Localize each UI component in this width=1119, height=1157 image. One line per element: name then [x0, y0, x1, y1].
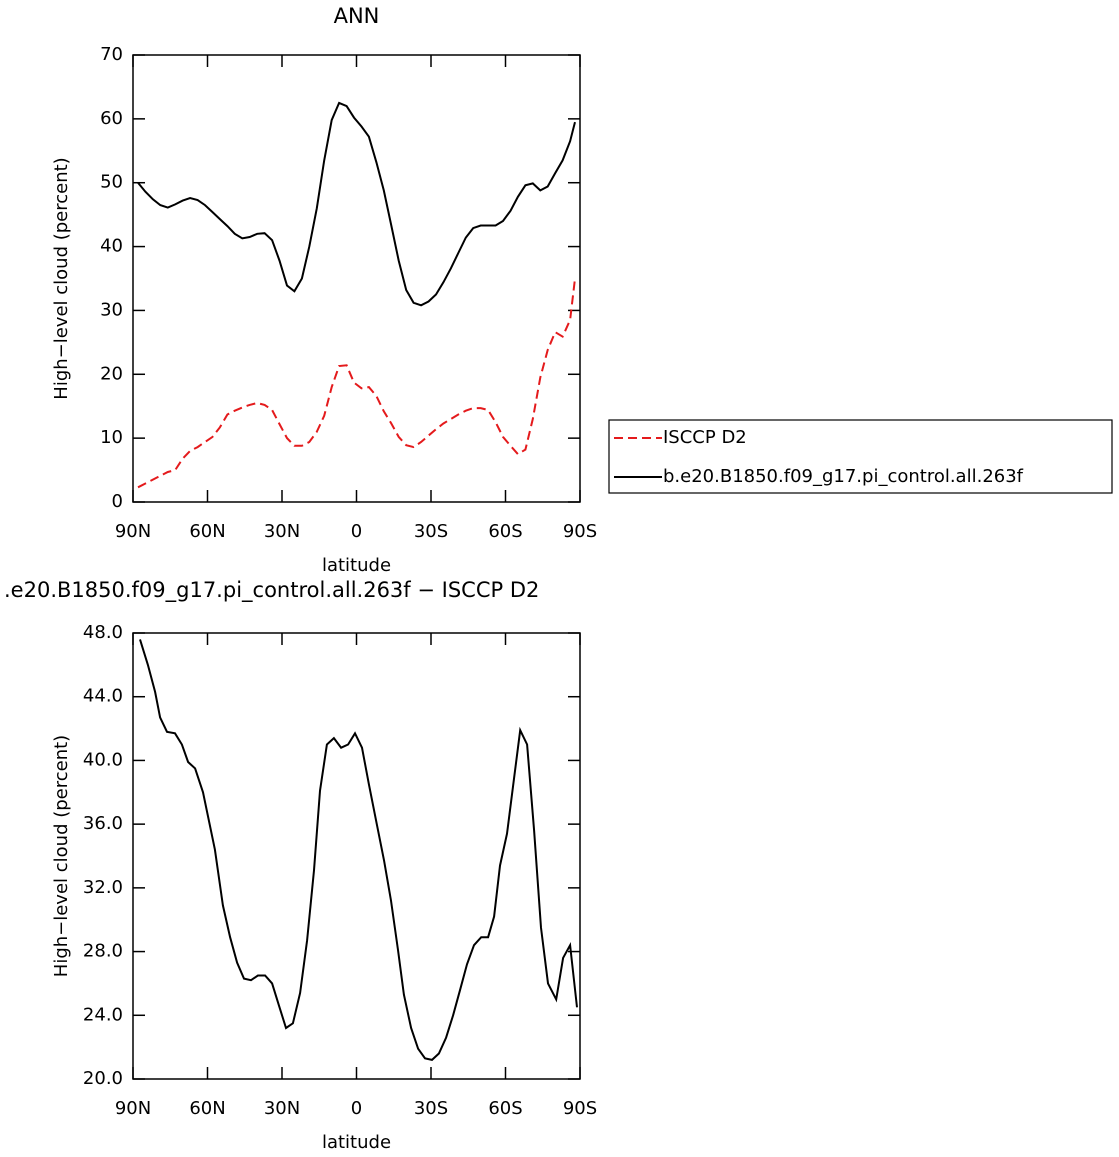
- x-tick-label: 30S: [414, 1098, 448, 1119]
- y-tick-label: 10: [100, 427, 123, 448]
- x-axis-label: latitude: [322, 555, 391, 576]
- x-tick-label: 0: [351, 521, 362, 542]
- chart-title: .e20.B1850.f09_g17.pi_control.all.263f −…: [4, 578, 539, 603]
- x-tick-label: 90N: [115, 521, 151, 542]
- y-tick-label: 44.0: [83, 686, 123, 707]
- y-tick-label: 30: [100, 299, 123, 320]
- x-tick-label: 60S: [488, 521, 522, 542]
- x-tick-label: 60N: [189, 1098, 225, 1119]
- x-tick-label: 0: [351, 1098, 362, 1119]
- x-tick-label: 30S: [414, 521, 448, 542]
- y-axis-label: High−level cloud (percent): [51, 157, 72, 399]
- data-line: [137, 278, 576, 489]
- x-tick-label: 30N: [264, 521, 300, 542]
- y-tick-label: 50: [100, 172, 123, 193]
- x-tick-label: 90S: [563, 1098, 597, 1119]
- y-tick-label: 48.0: [83, 622, 123, 643]
- y-tick-label: 28.0: [83, 941, 123, 962]
- y-tick-label: 20: [100, 363, 123, 384]
- chart-title: ANN: [334, 4, 380, 28]
- x-tick-label: 90N: [115, 1098, 151, 1119]
- y-tick-label: 0: [112, 491, 123, 512]
- y-tick-label: 32.0: [83, 877, 123, 898]
- y-tick-label: 70: [100, 44, 123, 65]
- y-tick-label: 20.0: [83, 1068, 123, 1089]
- y-tick-label: 60: [100, 108, 123, 129]
- plot-frame: [132, 54, 581, 503]
- legend-label: ISCCP D2: [663, 427, 747, 448]
- x-axis-label: latitude: [322, 1132, 391, 1153]
- x-tick-label: 60N: [189, 521, 225, 542]
- y-tick-label: 24.0: [83, 1004, 123, 1025]
- legend-label: b.e20.B1850.f09_g17.pi_control.all.263f: [663, 466, 1024, 487]
- x-tick-label: 30N: [264, 1098, 300, 1119]
- legend-box: [608, 419, 1113, 494]
- y-tick-label: 40: [100, 236, 123, 257]
- y-tick-label: 36.0: [83, 813, 123, 834]
- data-line: [137, 101, 576, 307]
- y-axis-label: High−level cloud (percent): [51, 735, 72, 977]
- plot-frame: [132, 632, 581, 1080]
- x-tick-label: 90S: [563, 521, 597, 542]
- data-line: [139, 639, 578, 1061]
- y-tick-label: 40.0: [83, 749, 123, 770]
- x-tick-label: 60S: [488, 1098, 522, 1119]
